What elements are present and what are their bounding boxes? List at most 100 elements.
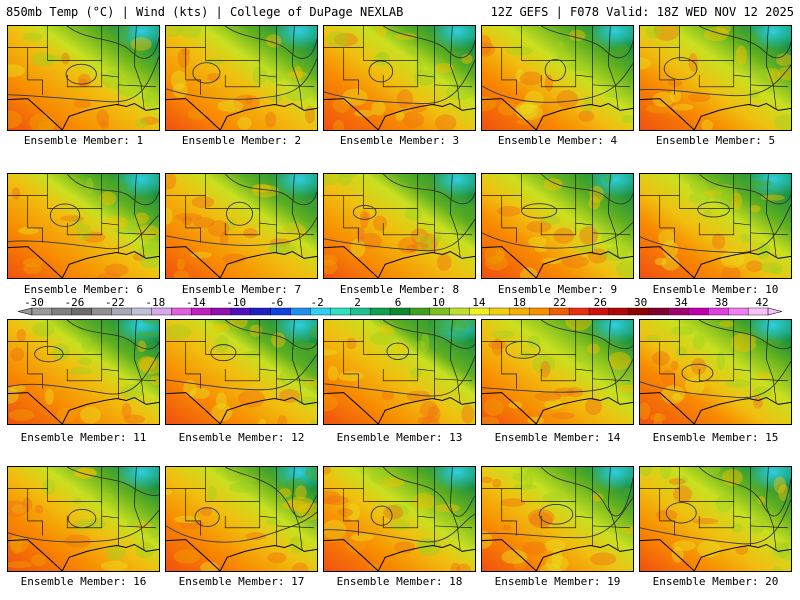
colorbar-tick-label: -26 bbox=[64, 296, 85, 309]
temperature-map bbox=[8, 467, 159, 571]
temperature-map bbox=[482, 26, 633, 130]
colorbar-swatch bbox=[668, 307, 689, 316]
ensemble-member-label: Ensemble Member: 15 bbox=[652, 431, 779, 444]
temperature-map bbox=[166, 174, 317, 278]
colorbar-swatch bbox=[588, 307, 610, 316]
colorbar-tick-label: 30 bbox=[634, 296, 648, 309]
colorbar-swatch bbox=[131, 307, 152, 316]
temperature-map bbox=[8, 320, 159, 424]
colorbar-tick-label: 34 bbox=[674, 296, 688, 309]
colorbar-swatch bbox=[509, 307, 530, 316]
ensemble-member-label: Ensemble Member: 9 bbox=[497, 283, 618, 296]
temperature-map bbox=[166, 320, 317, 424]
colorbar-swatch bbox=[429, 307, 451, 316]
ensemble-map-panel bbox=[481, 466, 634, 572]
ensemble-map-panel bbox=[639, 173, 792, 279]
colorbar-swatch bbox=[548, 307, 570, 316]
temperature-map bbox=[166, 467, 317, 571]
ensemble-map-panel bbox=[7, 466, 160, 572]
colorbar-swatch bbox=[230, 307, 252, 316]
colorbar-swatch bbox=[568, 307, 590, 316]
colorbar-swatch bbox=[290, 307, 311, 316]
ensemble-member-label: Ensemble Member: 14 bbox=[494, 431, 621, 444]
model-run-info: 12Z GEFS | F078 Valid: 18Z WED NOV 12 20… bbox=[490, 5, 794, 19]
colorbar-swatch bbox=[688, 307, 709, 316]
ensemble-map-panel bbox=[639, 319, 792, 425]
colorbar-tick-label: -30 bbox=[24, 296, 44, 309]
ensemble-map-panel bbox=[323, 173, 476, 279]
ensemble-member-label: Ensemble Member: 5 bbox=[655, 134, 776, 147]
colorbar-swatch bbox=[369, 307, 391, 316]
ensemble-map-panel bbox=[323, 466, 476, 572]
ensemble-member-label: Ensemble Member: 4 bbox=[497, 134, 618, 147]
ensemble-map-panel bbox=[639, 466, 792, 572]
colorbar-tick-label: -2 bbox=[310, 296, 324, 309]
temperature-map bbox=[482, 174, 633, 278]
colorbar-swatch bbox=[51, 307, 73, 316]
ensemble-map-panel bbox=[7, 319, 160, 425]
colorbar-swatch bbox=[310, 307, 331, 316]
temperature-map bbox=[324, 26, 475, 130]
ensemble-map-panel bbox=[481, 319, 634, 425]
ensemble-map-panel bbox=[7, 25, 160, 131]
ensemble-member-label: Ensemble Member: 3 bbox=[339, 134, 460, 147]
colorbar-tick-label: 6 bbox=[394, 296, 402, 309]
ensemble-map-panel bbox=[165, 319, 318, 425]
ensemble-member-label: Ensemble Member: 17 bbox=[178, 575, 305, 588]
colorbar-swatch bbox=[628, 307, 650, 316]
temperature-map bbox=[324, 467, 475, 571]
colorbar-tick-label: 22 bbox=[553, 296, 567, 309]
temperature-map bbox=[8, 26, 159, 130]
colorbar-tick-label: 26 bbox=[593, 296, 607, 309]
ensemble-map-panel bbox=[323, 25, 476, 131]
temperature-map bbox=[482, 467, 633, 571]
colorbar-tick-label: -10 bbox=[226, 296, 247, 309]
colorbar-swatch bbox=[350, 307, 371, 316]
temperature-map bbox=[324, 320, 475, 424]
colorbar-tick-label: 10 bbox=[431, 296, 446, 309]
ensemble-member-label: Ensemble Member: 20 bbox=[652, 575, 779, 588]
colorbar-swatch bbox=[409, 307, 431, 316]
colorbar-swatch bbox=[270, 307, 292, 316]
ensemble-member-label: Ensemble Member: 19 bbox=[494, 575, 621, 588]
temperature-map bbox=[640, 467, 791, 571]
ensemble-member-label: Ensemble Member: 16 bbox=[20, 575, 147, 588]
ensemble-member-label: Ensemble Member: 7 bbox=[181, 283, 302, 296]
temperature-map bbox=[640, 174, 791, 278]
colorbar-swatch bbox=[648, 307, 670, 316]
ensemble-member-label: Ensemble Member: 8 bbox=[339, 283, 460, 296]
colorbar-swatch bbox=[608, 307, 630, 316]
colorbar-tick-label: 18 bbox=[512, 296, 526, 309]
colorbar-swatch bbox=[210, 307, 232, 316]
ensemble-member-label: Ensemble Member: 18 bbox=[336, 575, 463, 588]
colorbar-max-arrow bbox=[767, 307, 783, 316]
colorbar-tick-label: -6 bbox=[270, 296, 284, 309]
ensemble-member-label: Ensemble Member: 1 bbox=[23, 134, 144, 147]
colorbar-swatch bbox=[91, 307, 113, 316]
ensemble-map-panel bbox=[639, 25, 792, 131]
temperature-map bbox=[640, 26, 791, 130]
temperature-map bbox=[8, 174, 159, 278]
colorbar-tick-label: -14 bbox=[185, 296, 206, 309]
colorbar-swatch bbox=[151, 307, 172, 316]
colorbar-swatch bbox=[31, 307, 53, 316]
ensemble-map-panel bbox=[165, 25, 318, 131]
ensemble-map-panel bbox=[481, 173, 634, 279]
colorbar-min-arrow bbox=[17, 307, 33, 316]
ensemble-map-panel bbox=[165, 173, 318, 279]
ensemble-map-panel bbox=[323, 319, 476, 425]
ensemble-map-panel bbox=[7, 173, 160, 279]
temperature-map bbox=[482, 320, 633, 424]
ensemble-map-panel bbox=[481, 25, 634, 131]
colorbar-swatch bbox=[728, 307, 749, 316]
ensemble-member-label: Ensemble Member: 12 bbox=[178, 431, 305, 444]
colorbar-tick-label: 2 bbox=[354, 296, 361, 309]
colorbar-swatch bbox=[529, 307, 550, 316]
colorbar-swatch bbox=[389, 307, 411, 316]
colorbar-swatch bbox=[171, 307, 192, 316]
colorbar-tick-label: 38 bbox=[714, 296, 729, 309]
colorbar-tick-label: 42 bbox=[755, 296, 769, 309]
colorbar-swatch bbox=[250, 307, 272, 316]
ensemble-member-label: Ensemble Member: 2 bbox=[181, 134, 302, 147]
colorbar-swatch bbox=[489, 307, 510, 316]
